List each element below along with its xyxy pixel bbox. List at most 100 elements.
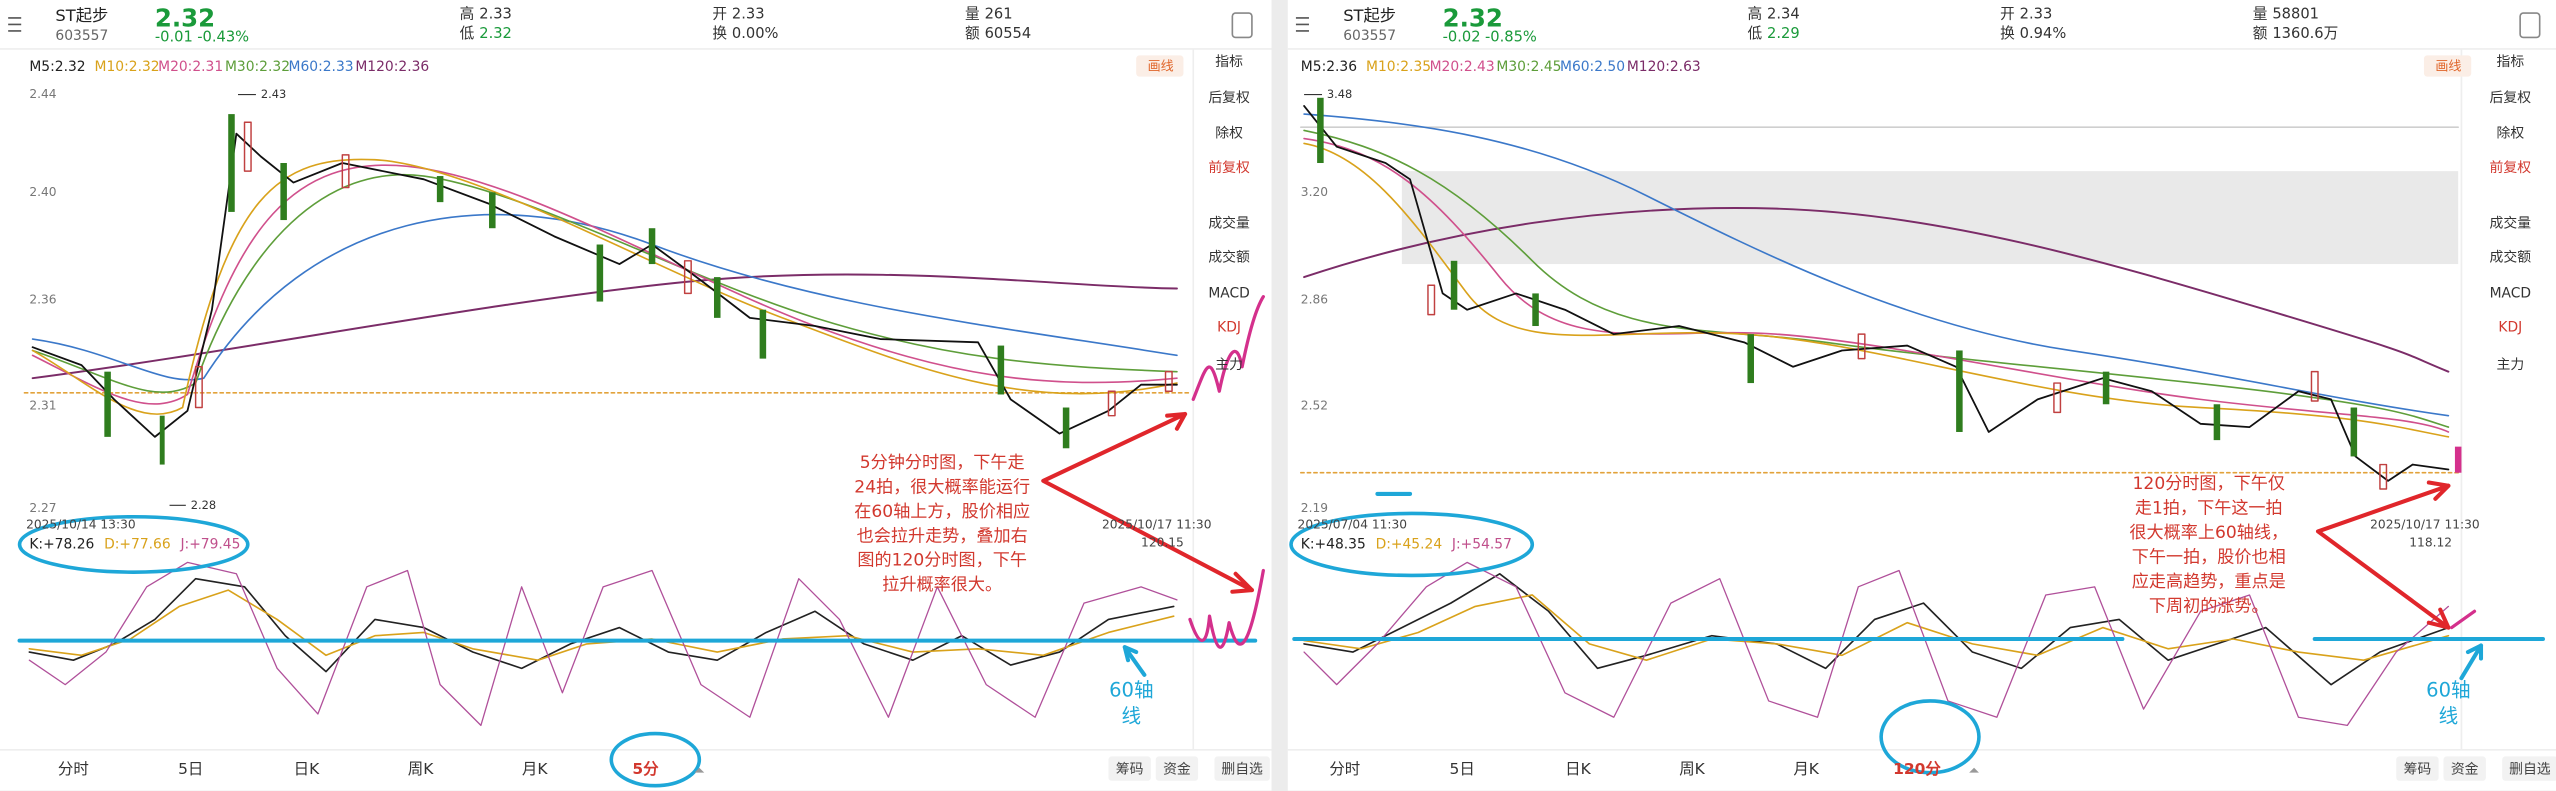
indicator-option[interactable]: 指标	[1215, 54, 1243, 70]
annotation-line: 下午一拍，股价也相	[2132, 547, 2286, 567]
action-button[interactable]	[2396, 756, 2439, 781]
ma-legend: M60:2.33	[289, 59, 354, 75]
indicator-option[interactable]: 后复权	[1208, 89, 1250, 106]
axis-note: 60轴	[1109, 679, 1153, 702]
indicator-option[interactable]: 除权	[1215, 126, 1243, 142]
amount: 60554	[985, 25, 1032, 42]
kdj-legend: D:+77.66	[104, 536, 171, 552]
draw-button[interactable]	[2423, 55, 2472, 77]
ma-legend: M20:2.31	[158, 59, 223, 75]
indicator-option[interactable]: 成交额	[2490, 249, 2532, 266]
low-price: 2.29	[1767, 25, 1800, 42]
side-value: 120.15	[1141, 535, 1184, 549]
period-tab[interactable]: 5日	[1450, 760, 1475, 778]
indicator-option[interactable]: 前复权	[2490, 159, 2532, 176]
price-change: -0.01	[155, 28, 193, 45]
price-chart	[1300, 97, 2462, 490]
indicator-option[interactable]: 后复权	[2490, 89, 2532, 106]
draw-button-label[interactable]: 画线	[2435, 59, 2461, 74]
field-label: 低	[460, 25, 475, 42]
period-tab[interactable]: 日K	[294, 760, 320, 778]
ma-legend: M30:2.32	[225, 59, 290, 75]
kdj-legend: D:+45.24	[1376, 536, 1443, 552]
field-label: 高	[1747, 6, 1762, 23]
start-date: 2025/10/14 13:30	[26, 517, 136, 531]
indicator-option[interactable]: KDJ	[2498, 320, 2522, 336]
annotation-line: 应走高趋势，重点是	[2132, 572, 2286, 592]
action-button[interactable]	[2502, 756, 2556, 781]
indicator-option[interactable]: 主力	[1215, 357, 1243, 373]
annotation-line: 很大概率上60轴线，	[2129, 523, 2288, 543]
indicator-option[interactable]: 成交量	[2490, 214, 2532, 231]
last-price: 2.32	[155, 4, 215, 33]
action-button[interactable]	[1214, 756, 1270, 781]
y-tick-label: 2.19	[1301, 501, 1328, 515]
ma-legend: M5:2.32	[29, 59, 85, 75]
ma-legend: M30:2.45	[1496, 59, 1561, 75]
action-button-label[interactable]: 删自选	[1221, 761, 1263, 777]
price-line	[31, 132, 1178, 438]
period-tab[interactable]: 日K	[1565, 760, 1591, 778]
y-tick-label: 2.27	[29, 501, 56, 515]
action-button[interactable]	[1108, 756, 1151, 781]
annotation-line: 走1拍，下午这一拍	[2135, 499, 2283, 519]
period-tab[interactable]: 分时	[58, 760, 89, 778]
indicator-option[interactable]: 除权	[2496, 126, 2524, 142]
action-button-label[interactable]: 资金	[1163, 761, 1191, 777]
amount: 1360.6万	[2272, 25, 2338, 42]
price-chart	[23, 114, 1191, 465]
period-tab[interactable]: 月K	[522, 760, 548, 778]
ma-legend: M10:2.35	[1366, 59, 1431, 75]
period-tab[interactable]: 5分	[632, 760, 659, 778]
shaded-zone	[1401, 171, 2459, 265]
field-label: 量	[965, 6, 980, 23]
period-tab[interactable]: 120分	[1893, 760, 1941, 778]
kdj-legend: J:+79.45	[179, 536, 240, 552]
kdj-legend: K:+48.35	[1301, 536, 1366, 552]
menu-icon[interactable]	[8, 17, 22, 32]
hand-annotation	[1289, 480, 2545, 775]
action-button-label[interactable]: 资金	[2451, 761, 2479, 777]
stock-code: 603557	[1343, 28, 1396, 44]
action-button-label[interactable]: 筹码	[1116, 760, 1144, 777]
stock-name: ST起步	[1343, 6, 1396, 25]
annotation-line: 下周初的涨势。	[2149, 596, 2269, 616]
price-change-pct: -0.85%	[1485, 28, 1537, 45]
field-label: 低	[1747, 25, 1762, 42]
period-tab[interactable]: 周K	[408, 760, 434, 778]
high-price: 2.34	[1767, 6, 1800, 23]
period-tab[interactable]: 分时	[1329, 760, 1360, 778]
annotation-line: 120分时图，下午仅	[2133, 474, 2285, 494]
kdj-chart	[1303, 561, 2450, 727]
period-tab[interactable]: 月K	[1793, 760, 1819, 778]
period-tab[interactable]: 周K	[1679, 760, 1705, 778]
indicator-option[interactable]: MACD	[2490, 285, 2532, 301]
volume: 58801	[2272, 6, 2319, 23]
indicator-option[interactable]: 指标	[2496, 54, 2524, 70]
side-value: 118.12	[2409, 535, 2452, 549]
open-price: 2.33	[2020, 6, 2053, 23]
indicator-option[interactable]: MACD	[1208, 285, 1250, 301]
indicator-option[interactable]: KDJ	[1217, 320, 1241, 336]
menu-icon[interactable]	[1295, 17, 1309, 32]
indicator-option[interactable]: 成交量	[1208, 214, 1250, 231]
action-button[interactable]	[2443, 756, 2486, 781]
action-button-label[interactable]: 删自选	[2509, 761, 2551, 777]
action-button-label[interactable]: 筹码	[2404, 760, 2432, 777]
field-label: 量	[2253, 6, 2268, 23]
draw-button[interactable]	[1136, 55, 1184, 77]
indicator-option[interactable]: 主力	[2496, 357, 2524, 373]
phone-icon[interactable]	[1231, 12, 1253, 39]
draw-button-label[interactable]: 画线	[1148, 59, 1174, 74]
kdj-legend: J:+54.57	[1451, 536, 1512, 552]
indicator-option[interactable]: 前复权	[1208, 159, 1250, 176]
phone-icon[interactable]	[2519, 12, 2541, 39]
period-tab[interactable]: 5日	[178, 760, 203, 778]
stock-name: ST起步	[55, 6, 108, 25]
open-price: 2.33	[732, 6, 765, 23]
ma-line	[1303, 129, 2450, 428]
action-button[interactable]	[1155, 756, 1199, 781]
indicator-option[interactable]: 成交额	[1208, 249, 1250, 266]
pane-background	[1287, 0, 2556, 791]
